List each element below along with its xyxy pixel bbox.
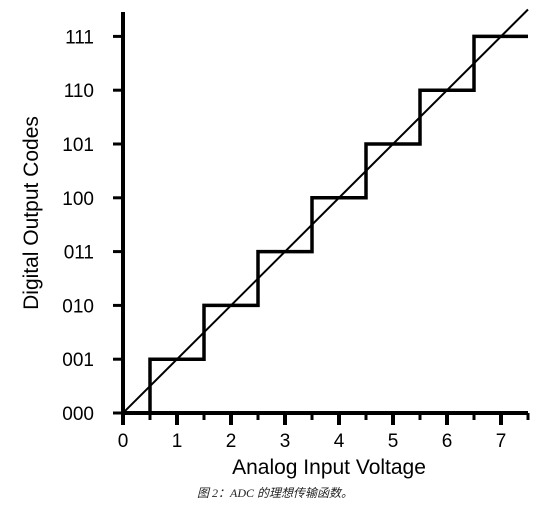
- y-tick-label: 001: [62, 350, 94, 371]
- y-tick-label: 000: [62, 404, 94, 425]
- x-tick-label: 2: [226, 431, 237, 452]
- y-tick-label: 101: [62, 135, 94, 156]
- x-tick-label: 1: [172, 431, 183, 452]
- x-tick-label: 7: [496, 431, 507, 452]
- figure-caption: 图 2：ADC 的理想传输函数。: [197, 486, 353, 500]
- x-tick-label: 5: [388, 431, 399, 452]
- step-transfer-line: [123, 34, 528, 415]
- axes: [121, 12, 528, 415]
- y-tick-label: 010: [62, 296, 94, 317]
- series-layer: [122, 8, 529, 415]
- y-ticks: 000 001 010 011 100 101 110 111: [62, 27, 123, 425]
- x-tick-label: 6: [442, 431, 453, 452]
- y-tick-label: 111: [65, 27, 94, 48]
- ideal-diagonal-line: [122, 8, 529, 414]
- y-axis-title: Digital Output Codes: [20, 116, 43, 310]
- x-axis-title: Analog Input Voltage: [232, 456, 426, 479]
- x-ticks: 0 1 2 3 4 5 6 7: [118, 413, 530, 452]
- x-tick-label: 4: [334, 431, 345, 452]
- x-tick-label: 3: [280, 431, 291, 452]
- x-tick-label: 0: [118, 431, 129, 452]
- y-tick-label: 100: [62, 189, 94, 210]
- y-tick-label: 110: [64, 81, 94, 102]
- y-tick-label: 011: [64, 243, 94, 264]
